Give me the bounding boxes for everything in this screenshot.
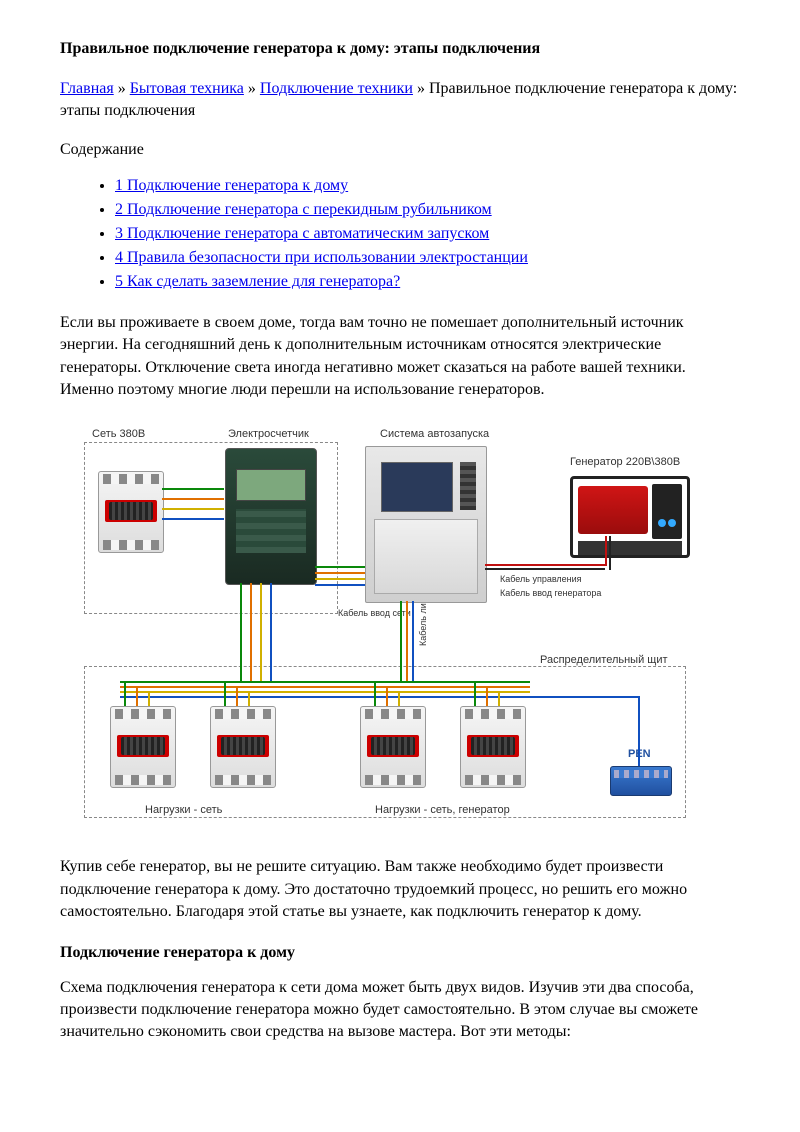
wire [486,686,488,706]
wire [386,686,388,706]
wire [315,584,365,586]
label-generator: Генератор 220В\380В [570,456,680,468]
wire [315,578,365,580]
wire [162,488,224,490]
wire [498,691,500,706]
toc-label: Содержание [60,141,740,159]
toc-link[interactable]: 5 Как сделать заземление для генератора? [115,273,400,290]
toc-item: 4 Правила безопасности при использовании… [115,246,740,270]
page-title: Правильное подключение генератора к дому… [60,40,740,58]
wire [120,681,530,683]
electric-meter [225,448,317,585]
toc-link[interactable]: 3 Подключение генератора с автоматически… [115,225,489,242]
toc-item: 1 Подключение генератора к дому [115,174,740,198]
toc-link[interactable]: 4 Правила безопасности при использовании… [115,249,528,266]
wire [485,568,605,570]
load-breaker-2 [210,706,276,788]
wire [638,696,640,766]
section-heading: Подключение генератора к дому [60,944,740,962]
wire [120,691,530,693]
wire [148,691,150,706]
breadcrumb-link-appliances[interactable]: Бытовая техника [130,80,244,97]
wire [398,691,400,706]
breadcrumb: Главная » Бытовая техника » Подключение … [60,78,740,123]
wire [120,686,530,688]
wire [162,518,224,520]
label-cable-ctrl: Кабель управления [500,574,582,584]
breadcrumb-sep: » [244,80,260,97]
wire [605,536,607,566]
toc-link[interactable]: 2 Подключение генератора с перекидным ру… [115,201,492,218]
wire [240,583,242,683]
label-autostart: Система автозапуска [380,428,489,440]
wire [412,601,414,683]
wire [474,681,476,706]
wire [609,536,611,570]
toc-item: 5 Как сделать заземление для генератора? [115,270,740,294]
wiring-diagram: Сеть 380В Электросчетчик Система автозап… [80,416,720,836]
breadcrumb-sep: » [413,80,429,97]
toc-link[interactable]: 1 Подключение генератора к дому [115,177,348,194]
toc-item: 3 Подключение генератора с автоматически… [115,222,740,246]
load-breaker-3 [360,706,426,788]
wire [270,583,272,683]
intro-paragraph: Если вы проживаете в своем доме, тогда в… [60,312,740,402]
wire [250,583,252,683]
label-dist-panel: Распределительный щит [540,654,668,666]
wire [248,691,250,706]
wire [236,686,238,706]
label-cable-gen: Кабель ввод генератора [500,588,601,598]
wire [162,498,224,500]
label-meter: Электросчетчик [228,428,309,440]
breadcrumb-sep: » [114,80,130,97]
wire [136,686,138,706]
wire [124,681,126,706]
label-loads-net: Нагрузки - сеть [145,804,222,816]
input-breaker [98,471,164,553]
label-net: Сеть 380В [92,428,145,440]
wire [162,508,224,510]
wire [224,681,226,706]
wire [406,601,408,683]
paragraph-3: Схема подключения генератора к сети дома… [60,977,740,1044]
breadcrumb-link-home[interactable]: Главная [60,80,114,97]
load-breaker-1 [110,706,176,788]
wire [374,681,376,706]
pen-bus [610,766,672,796]
toc-list: 1 Подключение генератора к дому 2 Подклю… [60,174,740,294]
wire [485,564,605,566]
wire [120,696,640,698]
generator-unit [570,476,690,558]
autostart-panel [365,446,487,603]
breadcrumb-link-connection[interactable]: Подключение техники [260,80,413,97]
wire [260,583,262,683]
load-breaker-4 [460,706,526,788]
wire [315,566,365,568]
toc-item: 2 Подключение генератора с перекидным ру… [115,198,740,222]
wire [400,601,402,683]
paragraph-2: Купив себе генератор, вы не решите ситуа… [60,856,740,923]
label-loads-both: Нагрузки - сеть, генератор [375,804,510,816]
wire [315,572,365,574]
